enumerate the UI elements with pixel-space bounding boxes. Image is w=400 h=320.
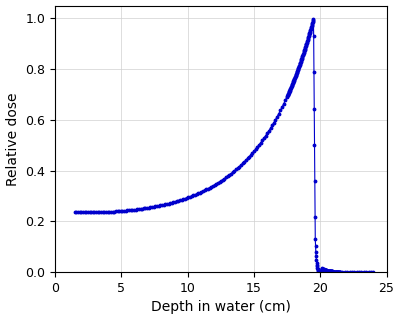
X-axis label: Depth in water (cm): Depth in water (cm) [151, 300, 291, 315]
Y-axis label: Relative dose: Relative dose [6, 92, 20, 186]
